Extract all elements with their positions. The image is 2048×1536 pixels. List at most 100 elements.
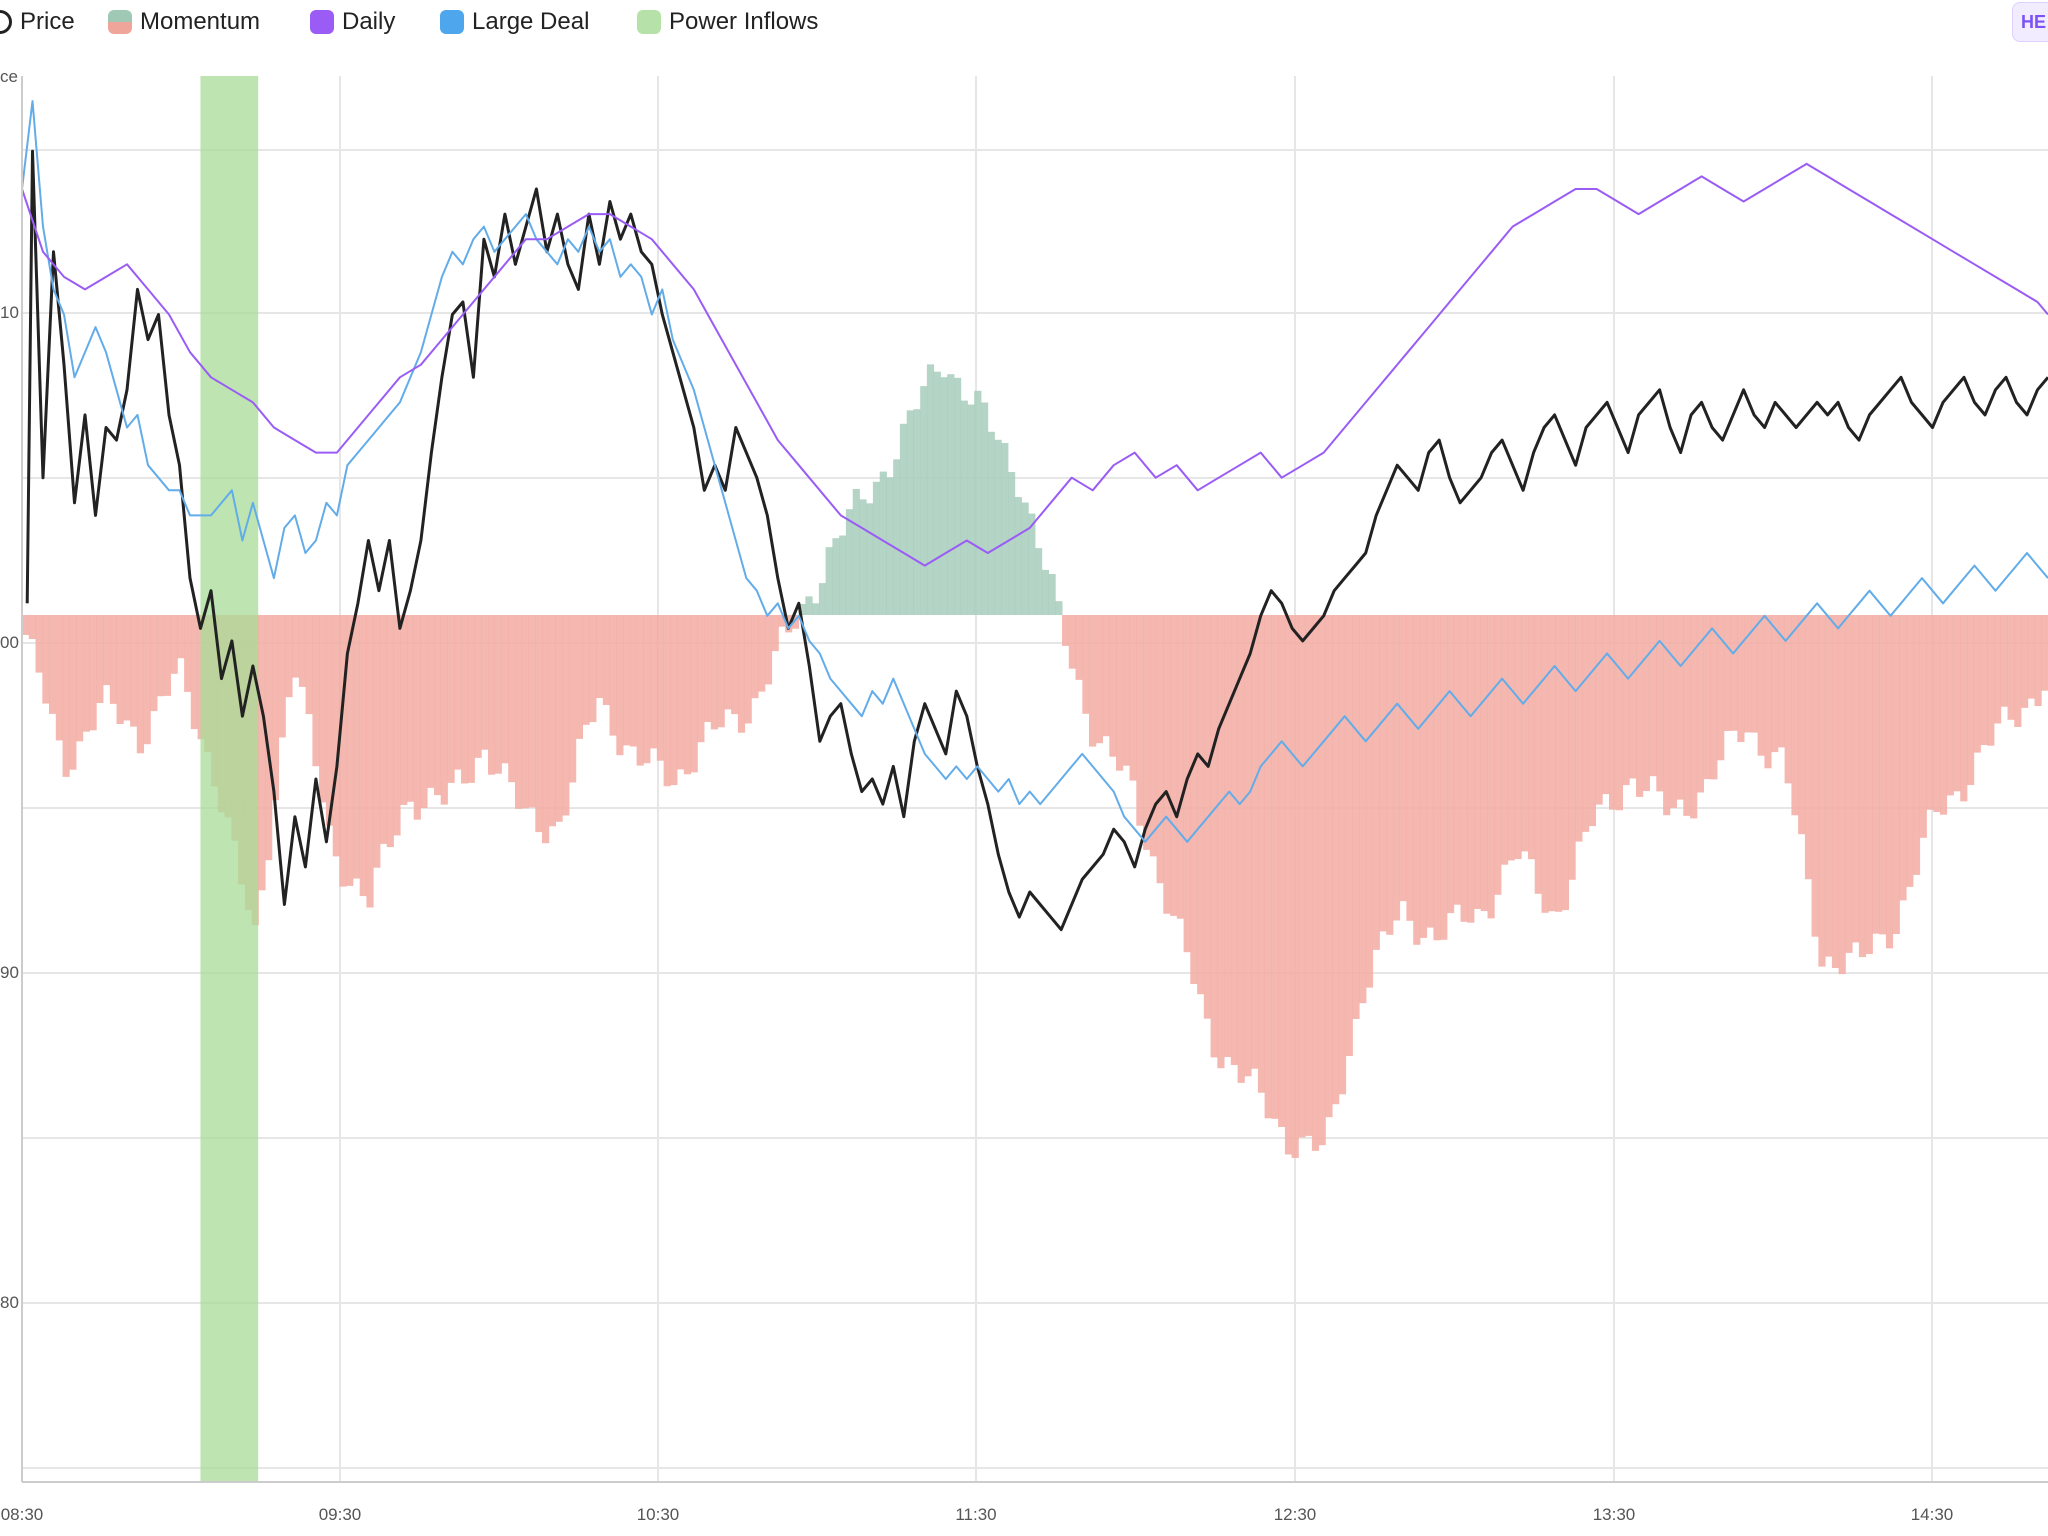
momentum-bar <box>1919 615 1927 838</box>
momentum-bar <box>548 615 556 827</box>
momentum-bar <box>1771 615 1779 753</box>
momentum-bar <box>1008 472 1016 615</box>
momentum-bar <box>1609 615 1617 810</box>
momentum-bar <box>346 615 354 886</box>
momentum-bar <box>1041 569 1049 615</box>
momentum-bar <box>535 615 543 833</box>
legend-item-power-inflows[interactable]: Power Inflows <box>637 6 818 38</box>
momentum-bar <box>1555 615 1563 912</box>
momentum-bar <box>420 615 428 808</box>
momentum-bar <box>42 615 50 704</box>
momentum-bar <box>1190 615 1198 984</box>
momentum-bar <box>818 583 827 615</box>
momentum-bar <box>1257 615 1266 1093</box>
momentum-bar <box>1075 615 1083 680</box>
y-axis-label: ce <box>0 67 18 86</box>
momentum-bar <box>1831 615 1840 968</box>
x-tick-label: 14:30 <box>1911 1505 1954 1524</box>
y-tick-label: 00 <box>0 633 19 652</box>
legend-item-daily[interactable]: Daily <box>310 6 395 38</box>
momentum-bar <box>1946 615 1954 796</box>
y-tick-label: 80 <box>0 1293 19 1312</box>
momentum-bar <box>582 615 590 725</box>
momentum-bar <box>1237 615 1245 1083</box>
momentum-bar <box>1953 615 1961 792</box>
momentum-bar <box>1035 548 1043 615</box>
momentum-bar <box>109 615 117 704</box>
momentum-bar <box>852 489 860 615</box>
momentum-bar <box>1967 615 1975 785</box>
momentum-bar <box>1588 615 1596 827</box>
momentum-bar <box>96 615 104 703</box>
momentum-bar <box>555 615 563 822</box>
momentum-bar <box>947 374 955 615</box>
legend-swatch-daily <box>310 10 334 34</box>
momentum-bar <box>332 615 340 857</box>
momentum-bar <box>1062 615 1070 646</box>
momentum-bar <box>440 615 448 805</box>
momentum-bar <box>744 615 752 724</box>
momentum-bar <box>136 615 144 754</box>
momentum-bar <box>1433 615 1441 941</box>
momentum-bar <box>55 615 63 741</box>
legend-item-large-deal[interactable]: Large Deal <box>440 6 589 38</box>
momentum-bar <box>1001 443 1009 615</box>
momentum-bar <box>1865 615 1873 954</box>
momentum-bar <box>1534 615 1542 894</box>
momentum-bar <box>1825 615 1833 957</box>
momentum-bar <box>677 615 685 770</box>
momentum-bar <box>1392 615 1401 921</box>
momentum-bar <box>1656 615 1664 792</box>
y-tick-label: 90 <box>0 963 19 982</box>
momentum-bar <box>413 615 421 820</box>
momentum-bar <box>1413 615 1421 945</box>
momentum-bar <box>1055 601 1063 615</box>
momentum-bar <box>1622 615 1630 786</box>
momentum-bar <box>1615 615 1623 811</box>
momentum-bar <box>1379 615 1387 932</box>
momentum-bar <box>872 481 881 615</box>
momentum-bar <box>1116 615 1124 771</box>
momentum-bar <box>1548 615 1556 912</box>
momentum-bar <box>1426 615 1434 928</box>
momentum-bar <box>616 615 624 756</box>
momentum-bar <box>1750 615 1759 733</box>
momentum-bar <box>697 615 705 743</box>
momentum-bar <box>515 615 523 809</box>
momentum-bar <box>926 364 935 615</box>
momentum-bar <box>1561 615 1569 911</box>
hb-badge[interactable]: HE <box>2012 2 2048 42</box>
legend-label-price: Price <box>20 8 75 35</box>
momentum-bar <box>1764 615 1772 769</box>
legend-item-price[interactable]: Price <box>0 6 75 38</box>
momentum-bar <box>1021 502 1029 615</box>
momentum-bar <box>1845 615 1853 953</box>
legend-item-momentum[interactable]: Momentum <box>108 6 260 38</box>
momentum-bar <box>488 615 496 775</box>
momentum-bar <box>1912 615 1921 875</box>
momentum-bar <box>1649 615 1657 777</box>
momentum-bar <box>123 615 131 721</box>
momentum-bar <box>967 404 975 615</box>
momentum-bar <box>69 615 77 770</box>
momentum-bar <box>764 615 773 685</box>
momentum-bar <box>1629 615 1637 779</box>
momentum-bar <box>373 615 381 868</box>
momentum-bar <box>49 615 57 714</box>
momentum-bar <box>987 431 995 615</box>
momentum-bar <box>994 439 1002 615</box>
momentum-bar <box>542 615 550 844</box>
momentum-bar <box>508 615 516 783</box>
momentum-bar <box>1858 615 1867 958</box>
momentum-bar <box>886 477 894 615</box>
momentum-bar <box>1325 615 1333 1118</box>
momentum-bar <box>1987 615 1995 746</box>
momentum-bar <box>386 615 394 848</box>
series-line-large-deal <box>21 100 2048 843</box>
momentum-bar <box>670 615 678 786</box>
momentum-bar <box>461 615 469 784</box>
momentum-bar <box>1744 615 1752 733</box>
momentum-bar <box>1690 615 1698 819</box>
momentum-bar <box>1176 615 1184 919</box>
